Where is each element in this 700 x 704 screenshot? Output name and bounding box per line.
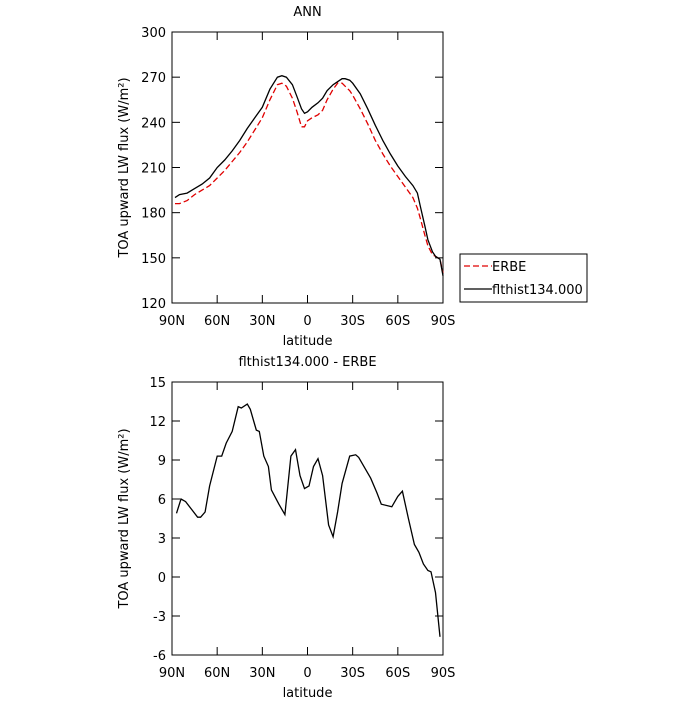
x-tick-label: 90S xyxy=(431,314,456,329)
legend-box xyxy=(459,253,588,303)
y-tick-label: 300 xyxy=(141,26,166,41)
chart-title: flthist134.000 - ERBE xyxy=(238,355,376,370)
y-tick-label: -6 xyxy=(153,649,166,664)
y-tick-label: 270 xyxy=(141,71,166,86)
x-tick-label: 30S xyxy=(340,666,365,681)
chart-title: ANN xyxy=(293,5,321,20)
y-tick-label: 180 xyxy=(141,207,166,222)
y-tick-label: 120 xyxy=(141,297,166,312)
y-tick-label: 6 xyxy=(158,493,166,508)
y-tick-label: 240 xyxy=(141,116,166,131)
x-tick-label: 60S xyxy=(385,666,410,681)
y-tick-label: 3 xyxy=(158,532,166,547)
y-tick-label: 150 xyxy=(141,252,166,267)
x-axis-label: latitude xyxy=(283,686,333,700)
y-axis-label: TOA upward LW flux (W/m²) xyxy=(117,77,132,258)
x-tick-label: 90N xyxy=(159,314,185,329)
y-axis-label: TOA upward LW flux (W/m²) xyxy=(117,428,132,609)
legend-label: flthist134.000 xyxy=(492,283,583,298)
x-tick-label: 30N xyxy=(249,666,275,681)
x-tick-label: 60N xyxy=(204,314,230,329)
y-tick-label: 15 xyxy=(149,376,166,391)
x-tick-label: 0 xyxy=(303,314,311,329)
y-tick-label: 9 xyxy=(158,454,166,469)
legend-label: ERBE xyxy=(492,260,526,275)
x-tick-label: 30S xyxy=(340,314,365,329)
x-tick-label: 60S xyxy=(385,314,410,329)
y-tick-label: 210 xyxy=(141,162,166,177)
x-tick-label: 90N xyxy=(159,666,185,681)
x-tick-label: 60N xyxy=(204,666,230,681)
x-tick-label: 30N xyxy=(249,314,275,329)
plot-frame xyxy=(171,31,444,304)
y-tick-label: 12 xyxy=(149,415,166,430)
x-tick-label: 0 xyxy=(303,666,311,681)
data-line xyxy=(175,403,441,637)
x-tick-label: 90S xyxy=(431,666,456,681)
data-line xyxy=(174,75,444,277)
x-axis-label: latitude xyxy=(283,334,333,349)
y-tick-label: 0 xyxy=(158,571,166,586)
y-tick-label: -3 xyxy=(153,610,166,625)
plot-frame xyxy=(171,381,444,656)
data-line xyxy=(175,82,444,274)
